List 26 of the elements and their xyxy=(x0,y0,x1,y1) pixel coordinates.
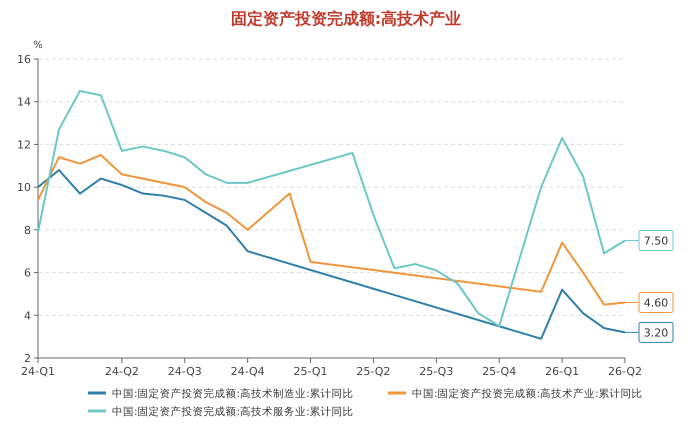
x-tick-label: 24-Q3 xyxy=(168,365,202,378)
x-tick-label: 25-Q1 xyxy=(294,365,328,378)
x-tick-label: 25-Q2 xyxy=(356,365,390,378)
legend-label: 中国:固定资产投资完成额:高技术产业:累计同比 xyxy=(412,387,643,400)
x-tick-label: 25-Q4 xyxy=(482,365,516,378)
y-tick-label: 2 xyxy=(24,352,31,365)
legend-label: 中国:固定资产投资完成额:高技术服务业:累计同比 xyxy=(112,405,354,418)
y-tick-label: 8 xyxy=(24,224,31,237)
x-tick-label: 26-Q1 xyxy=(545,365,580,378)
y-tick-label: 14 xyxy=(17,96,31,109)
y-axis-title: % xyxy=(33,40,43,51)
x-tick-label: 26-Q2 xyxy=(608,365,642,378)
chart-title: 固定资产投资完成额:高技术产业 xyxy=(230,9,462,28)
data-label: 7.50 xyxy=(644,234,668,248)
data-label: 3.20 xyxy=(644,326,668,340)
x-tick-label: 24-Q1 xyxy=(20,365,56,378)
y-tick-label: 10 xyxy=(17,181,31,194)
y-tick-label: 16 xyxy=(17,53,31,66)
x-tick-label: 24-Q4 xyxy=(230,365,265,378)
y-tick-label: 4 xyxy=(24,309,31,322)
legend-label: 中国:固定资产投资完成额:高技术制造业:累计同比 xyxy=(112,387,354,400)
y-tick-label: 6 xyxy=(24,266,31,280)
x-tick-label: 24-Q2 xyxy=(104,365,139,378)
y-tick-label: 12 xyxy=(17,138,31,152)
x-tick-label: 25-Q3 xyxy=(419,365,454,378)
data-label: 4.60 xyxy=(644,296,668,310)
